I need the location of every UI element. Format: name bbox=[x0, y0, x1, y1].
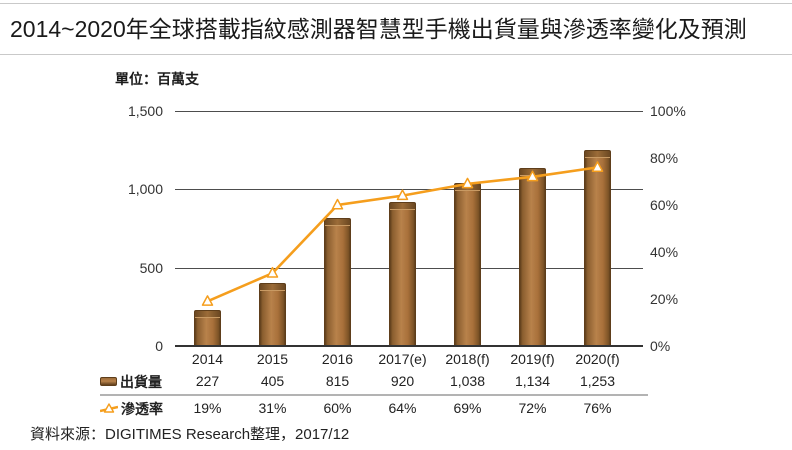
shipments-value-2016: 815 bbox=[325, 373, 350, 389]
shipments-value-2018(f): 1,038 bbox=[449, 373, 486, 389]
year-label-2017(e): 2017(e) bbox=[378, 351, 427, 367]
penetration-value-2014: 19% bbox=[193, 400, 222, 416]
year-label-2014: 2014 bbox=[191, 351, 224, 367]
right-tick-20: 20% bbox=[650, 291, 679, 307]
right-tick-40: 40% bbox=[650, 244, 679, 260]
bar-top-cap bbox=[325, 219, 350, 227]
bar-top-cap bbox=[585, 150, 610, 158]
shipments-value-2020(f): 1,253 bbox=[579, 373, 616, 389]
line-series-icon bbox=[100, 402, 118, 413]
right-tick-0: 0% bbox=[650, 338, 671, 354]
marker-2020(f) bbox=[591, 161, 604, 172]
gridline-1500 bbox=[175, 111, 643, 112]
marker-2016 bbox=[331, 198, 344, 210]
year-label-2016: 2016 bbox=[321, 351, 354, 367]
right-tick-100: 100% bbox=[650, 103, 686, 119]
penetration-value-2016: 60% bbox=[323, 400, 352, 416]
bar-series-icon bbox=[100, 377, 117, 386]
penetration-row: 滲透率 19% 31% 60% 64% 69% 72% 76% bbox=[100, 398, 630, 419]
bar-2020(f) bbox=[584, 149, 611, 346]
source-note: 資料來源：DIGITIMES Research整理，2017/12 bbox=[30, 426, 350, 443]
right-tick-60: 60% bbox=[650, 197, 679, 213]
penetration-line bbox=[206, 166, 598, 303]
shipments-row: 出貨量 227 405 815 920 1,038 1,134 1,253 bbox=[100, 371, 630, 392]
penetration-legend: 滲透率 bbox=[100, 398, 175, 419]
penetration-value-2018(f): 69% bbox=[453, 400, 482, 416]
bar-2014 bbox=[194, 310, 221, 346]
table-divider bbox=[100, 394, 648, 396]
penetration-value-2019(f): 72% bbox=[518, 400, 547, 416]
year-label-2020(f): 2020(f) bbox=[575, 351, 620, 367]
marker-2017(e) bbox=[396, 189, 409, 201]
empty-legend-cell bbox=[100, 349, 175, 370]
shipments-value-2017(e): 920 bbox=[390, 373, 415, 389]
gridline-1000 bbox=[175, 189, 643, 191]
shipments-value-2014: 227 bbox=[195, 373, 220, 389]
penetration-value-2020(f): 76% bbox=[583, 400, 612, 416]
bar-2017(e) bbox=[389, 201, 416, 346]
plot-area bbox=[175, 111, 643, 347]
title-bar: 2014~2020年全球搭載指紋感測器智慧型手機出貨量與滲透率變化及預測 bbox=[0, 3, 792, 55]
bar-top-cap bbox=[390, 202, 415, 210]
marker-2014 bbox=[201, 295, 214, 306]
left-tick-0: 0 bbox=[155, 338, 163, 354]
bar-top-cap bbox=[195, 311, 220, 319]
left-tick-1500: 1,500 bbox=[127, 103, 163, 119]
shipments-legend: 出貨量 bbox=[100, 371, 175, 392]
marker-2019(f) bbox=[526, 170, 539, 182]
left-tick-500: 500 bbox=[139, 259, 163, 276]
page-title: 2014~2020年全球搭載指紋感測器智慧型手機出貨量與滲透率變化及預測 bbox=[10, 16, 747, 42]
marker-2015 bbox=[266, 266, 279, 278]
left-tick-1000: 1,000 bbox=[127, 181, 163, 198]
penetration-value-2015: 31% bbox=[258, 400, 287, 416]
year-label-2019(f): 2019(f) bbox=[510, 351, 555, 367]
year-label-2015: 2015 bbox=[256, 351, 289, 367]
bar-top-cap bbox=[260, 283, 285, 291]
marker-2018(f) bbox=[461, 177, 474, 189]
penetration-line-layer bbox=[201, 161, 604, 306]
x-axis-line bbox=[175, 345, 643, 347]
x-axis-category-row: 2014 2015 2016 2017(e) 2018(f) 2019(f) 2020(f) bbox=[100, 349, 630, 370]
shipments-value-2015: 405 bbox=[260, 373, 285, 389]
shipments-legend-label: 出貨量 bbox=[120, 373, 162, 390]
bar-2016 bbox=[324, 218, 351, 346]
shipments-value-2019(f): 1,134 bbox=[514, 373, 551, 389]
year-label-2018(f): 2018(f) bbox=[445, 351, 490, 367]
right-tick-80: 80% bbox=[650, 150, 679, 166]
penetration-value-2017(e): 64% bbox=[388, 400, 417, 416]
penetration-legend-label: 滲透率 bbox=[121, 400, 163, 417]
bar-2015 bbox=[259, 282, 286, 346]
unit-label: 單位：百萬支 bbox=[115, 71, 199, 87]
